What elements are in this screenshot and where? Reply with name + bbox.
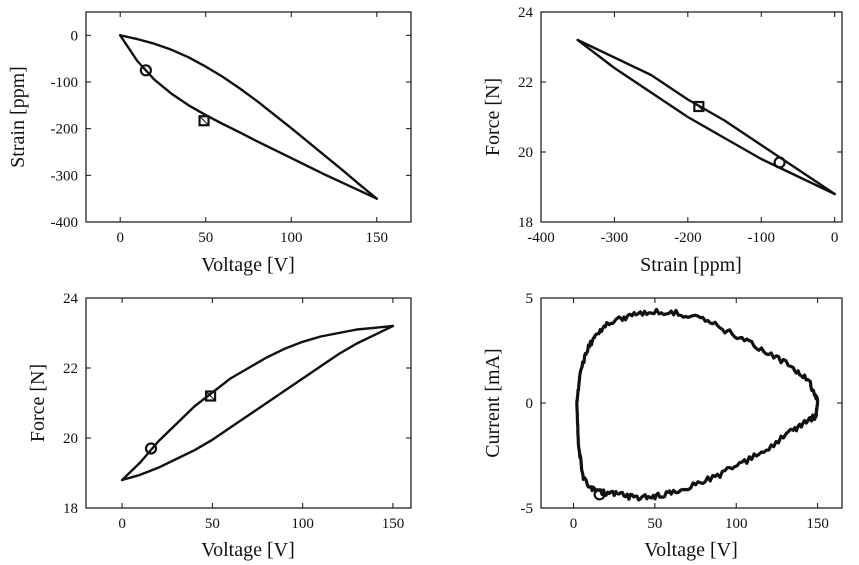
x-tick-label: 150 xyxy=(382,516,405,532)
x-axis-label: Voltage [V] xyxy=(201,254,295,276)
series-2-line xyxy=(119,34,378,200)
y-tick-label: -100 xyxy=(51,75,79,91)
y-tick-label: 22 xyxy=(63,361,78,377)
plot-marks xyxy=(575,307,820,502)
y-tick-label: 24 xyxy=(63,291,79,307)
panel-strain-vs-voltage: Voltage [V] Strain [ppm] 0 50 100 150 -400 -3… xyxy=(7,11,412,276)
y-axis-label: Force [N] xyxy=(482,78,504,156)
y-tick-label: -300 xyxy=(51,168,79,184)
y-tick-label: 22 xyxy=(518,75,533,91)
y-tick-label: 0 xyxy=(526,396,534,412)
x-axis-label: Strain [ppm] xyxy=(640,254,742,276)
square-marker xyxy=(198,115,210,127)
y-tick-label: 24 xyxy=(518,5,534,21)
y-tick-label: 20 xyxy=(518,145,533,161)
x-tick-label: 100 xyxy=(291,516,314,532)
x-tick-label: 100 xyxy=(725,516,748,532)
y-tick-label: 18 xyxy=(518,215,533,231)
y-axis-label: Strain [ppm] xyxy=(7,66,29,168)
circle-marker xyxy=(144,442,158,455)
y-tick-label: 18 xyxy=(63,501,78,517)
x-axis-label: Voltage [V] xyxy=(644,539,738,561)
x-tick-label: 100 xyxy=(280,230,303,246)
panel-force-vs-strain: Strain [ppm] Force [N] -400 -300 -200 -100 0… xyxy=(482,5,843,276)
series-2-line xyxy=(120,324,395,482)
x-tick-label: 0 xyxy=(831,230,839,246)
x-tick-label: 150 xyxy=(366,230,389,246)
circle-marker xyxy=(139,64,152,77)
x-tick-label: -200 xyxy=(674,230,702,246)
plot-frame xyxy=(85,11,412,223)
x-tick-label: 50 xyxy=(647,516,662,532)
circle-marker xyxy=(773,156,786,169)
square-marker-cross xyxy=(199,115,209,126)
x-tick-label: 50 xyxy=(205,516,220,532)
x-tick-label: 0 xyxy=(116,230,124,246)
y-tick-label: 5 xyxy=(526,291,534,307)
panel-force-vs-voltage: Voltage [V] Force [N] 0 50 100 150 18 20 22 24 xyxy=(27,291,412,561)
plot-frame xyxy=(540,297,843,509)
x-tick-label: 50 xyxy=(198,230,213,246)
plot-marks xyxy=(576,38,836,196)
y-tick-label: -400 xyxy=(51,215,79,231)
y-axis-label: Current [mA] xyxy=(482,348,504,457)
square-marker xyxy=(693,100,705,113)
circle-marker xyxy=(593,488,606,501)
x-tick-label: 0 xyxy=(118,516,126,532)
x-tick-label: -100 xyxy=(747,230,775,246)
y-tick-label: 0 xyxy=(71,28,79,44)
y-tick-label: -200 xyxy=(51,122,79,138)
series-1-line xyxy=(119,34,378,200)
square-marker-cross xyxy=(693,101,704,112)
series-1-line xyxy=(120,324,395,482)
y-tick-label: 20 xyxy=(63,431,78,447)
x-tick-label: -300 xyxy=(601,230,629,246)
plot-marks xyxy=(120,324,395,482)
square-marker-cross xyxy=(205,391,216,401)
series-2-line xyxy=(576,38,836,196)
square-marker xyxy=(204,390,217,402)
panel-current-vs-voltage: Voltage [V] Current [mA] 0 50 100 150 -5 0 5 xyxy=(482,291,843,561)
plot-frame xyxy=(85,297,412,509)
series-1-line xyxy=(576,38,836,196)
x-tick-label: 150 xyxy=(806,516,829,532)
series-1-line xyxy=(575,307,820,502)
x-tick-label: 0 xyxy=(570,516,578,532)
y-axis-label: Force [N] xyxy=(27,364,49,442)
x-axis-label: Voltage [V] xyxy=(201,539,295,561)
x-tick-label: -400 xyxy=(527,230,555,246)
y-tick-label: -5 xyxy=(521,501,534,517)
plot-marks xyxy=(119,34,378,200)
